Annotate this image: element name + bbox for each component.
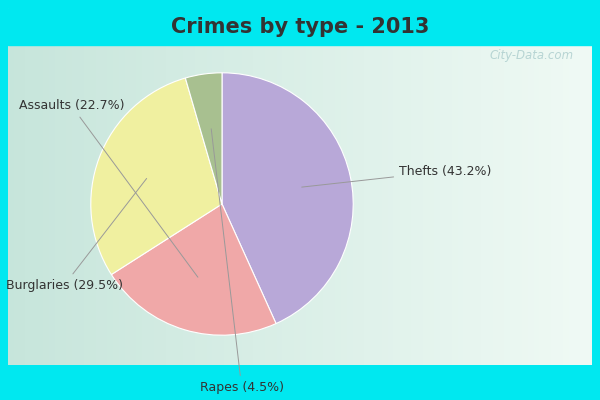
Wedge shape [222, 73, 353, 324]
Text: Crimes by type - 2013: Crimes by type - 2013 [171, 17, 429, 37]
Text: Thefts (43.2%): Thefts (43.2%) [302, 165, 491, 187]
Text: City-Data.com: City-Data.com [490, 48, 574, 62]
Text: Assaults (22.7%): Assaults (22.7%) [19, 99, 198, 277]
Text: Burglaries (29.5%): Burglaries (29.5%) [5, 178, 146, 292]
Wedge shape [185, 73, 222, 204]
Wedge shape [112, 204, 276, 335]
Bar [8, 8, 592, 45]
Text: Rapes (4.5%): Rapes (4.5%) [200, 129, 284, 394]
Wedge shape [91, 78, 222, 274]
